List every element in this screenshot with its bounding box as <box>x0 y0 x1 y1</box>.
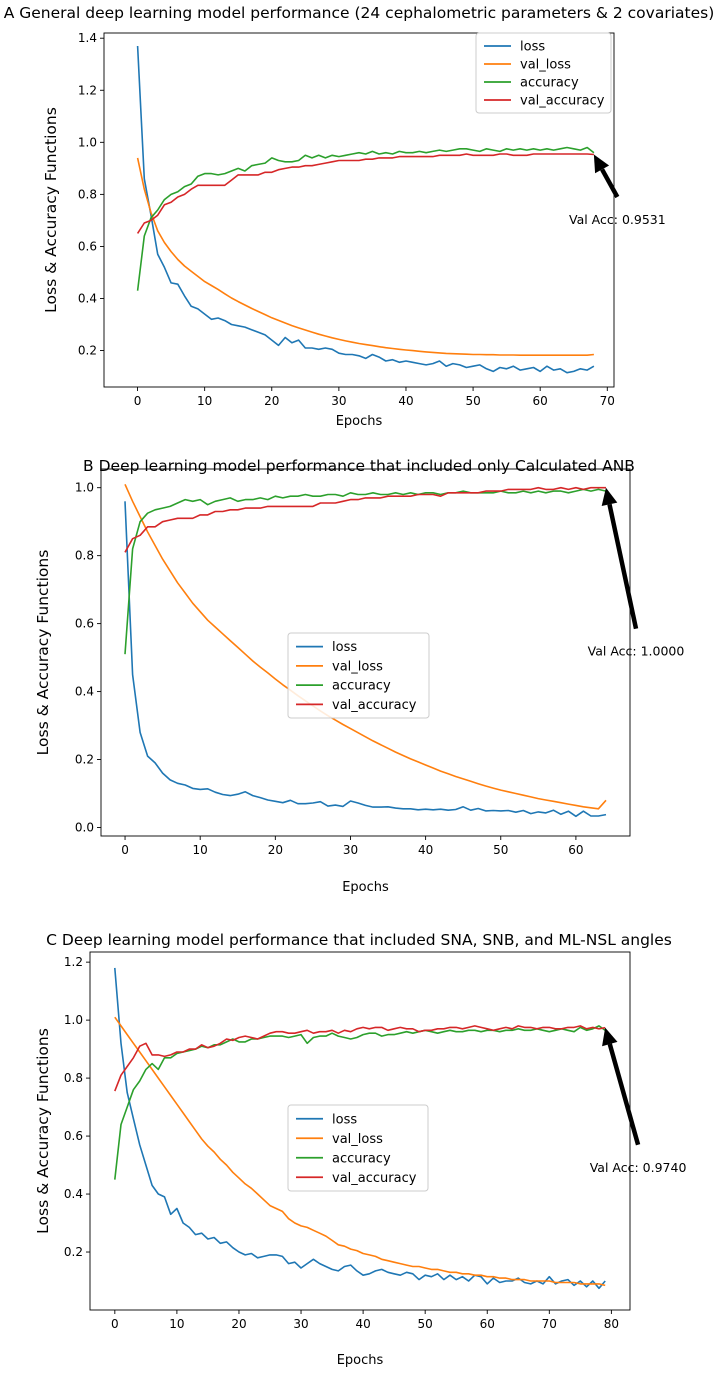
x-tick-label: 30 <box>343 843 358 857</box>
x-tick-label: 60 <box>480 1317 495 1331</box>
annotation-arrow-head <box>593 154 610 174</box>
legend-box <box>287 632 430 719</box>
y-tick-label: 0.6 <box>75 617 94 631</box>
chart-title: B Deep learning model performance that i… <box>83 457 635 475</box>
panel-b: B Deep learning model performance that i… <box>0 453 718 913</box>
legend-box <box>287 1104 429 1192</box>
x-tick-label: 20 <box>268 843 283 857</box>
chart-title: C Deep learning model performance that i… <box>46 931 672 949</box>
plot-frame <box>100 468 631 837</box>
x-tick-label: 20 <box>264 394 279 408</box>
y-tick-label: 1.4 <box>78 31 97 45</box>
y-axis-label: Loss & Accuracy Functions <box>42 107 60 313</box>
y-tick-label: 0.2 <box>78 344 97 358</box>
x-axis-label: Epochs <box>336 414 383 429</box>
legend-label-val_accuracy: val_accuracy <box>332 1171 417 1186</box>
series-line-val_accuracy <box>136 153 594 234</box>
plot-frame <box>89 951 631 1311</box>
y-tick-label: 0.8 <box>75 549 94 563</box>
annotation-arrow-head <box>601 487 618 506</box>
annotation-arrow-shaft <box>600 168 620 199</box>
series-line-val_accuracy <box>124 486 606 553</box>
plot-frame <box>103 32 615 388</box>
y-tick-label: 0.2 <box>75 753 94 767</box>
x-tick-label: 10 <box>197 394 212 408</box>
y-tick-label: 0.4 <box>64 1187 83 1201</box>
x-tick-label: 80 <box>604 1317 619 1331</box>
annotation-text: Val Acc: 0.9740 <box>590 1160 687 1175</box>
annotation-arrow-shaft <box>607 1043 641 1146</box>
y-tick-label: 0.6 <box>78 239 97 253</box>
series-line-loss <box>124 501 607 818</box>
x-tick-label: 50 <box>418 1317 433 1331</box>
x-tick-label: 50 <box>493 843 508 857</box>
y-tick-label: 1.0 <box>64 1013 83 1027</box>
x-tick-label: 30 <box>293 1317 308 1331</box>
annotation-arrow-shaft <box>607 503 639 630</box>
series-line-val_accuracy <box>114 1025 606 1092</box>
x-axis-label: Epochs <box>342 880 389 895</box>
chart-b-svg: 0 10 20 30 40 50 60 0.0 0.2 0.4 0.6 0.8 1.0 Epochs Los… <box>34 468 685 895</box>
y-axis-label: Loss & Accuracy Functions <box>34 1028 52 1234</box>
y-tick-label: 0.8 <box>78 187 97 201</box>
panel-a: A General deep learning model performanc… <box>0 0 718 440</box>
legend-label-loss: loss <box>520 40 545 55</box>
legend-label-val_accuracy: val_accuracy <box>332 698 417 713</box>
y-tick-label: 1.2 <box>64 955 83 969</box>
legend-label-val_loss: val_loss <box>332 1132 383 1147</box>
chart-a-svg: 0 10 20 30 40 50 60 70 0.2 0.4 0.6 0.8 1.0 1.2 1.4 Epoc… <box>42 31 666 429</box>
y-tick-label: 1.0 <box>78 135 97 149</box>
x-tick-label: 0 <box>134 394 142 408</box>
series-line-loss <box>136 45 595 374</box>
y-tick-label: 0.8 <box>64 1071 83 1085</box>
y-tick-label: 0.4 <box>78 292 97 306</box>
x-tick-label: 30 <box>331 394 346 408</box>
legend-label-val_accuracy: val_accuracy <box>520 94 605 109</box>
series-line-loss <box>114 967 606 1290</box>
series-line-val_loss <box>136 157 594 357</box>
x-tick-label: 50 <box>465 394 480 408</box>
x-tick-label: 10 <box>193 843 208 857</box>
x-tick-label: 40 <box>355 1317 370 1331</box>
series-line-val_loss <box>124 483 607 810</box>
x-tick-label: 60 <box>533 394 548 408</box>
y-tick-label: 0.6 <box>64 1129 83 1143</box>
x-tick-label: 70 <box>542 1317 557 1331</box>
panel-c: C Deep learning model performance that i… <box>0 927 718 1381</box>
legend-label-accuracy: accuracy <box>332 679 391 694</box>
legend-label-loss: loss <box>332 640 357 655</box>
y-tick-label: 0.0 <box>75 821 94 835</box>
legend-label-accuracy: accuracy <box>332 1151 391 1166</box>
legend: loss val_loss accuracy val_accuracy <box>475 32 612 114</box>
annotation-arrow-head <box>602 1027 618 1047</box>
y-tick-label: 1.2 <box>78 83 97 97</box>
x-axis-label: Epochs <box>337 1353 384 1368</box>
legend-box <box>475 32 612 114</box>
x-tick-label: 70 <box>600 394 615 408</box>
series-line-accuracy <box>136 146 595 291</box>
x-tick-label: 40 <box>418 843 433 857</box>
series-line-accuracy <box>124 488 607 655</box>
series-line-val_loss <box>114 1016 606 1287</box>
chart-title: A General deep learning model performanc… <box>3 4 715 22</box>
y-tick-label: 0.2 <box>64 1245 83 1259</box>
x-tick-label: 10 <box>169 1317 184 1331</box>
chart-c-svg: 0 10 20 30 40 50 60 70 80 0.2 0.4 0.6 0.8 1.0 1.2 Epoch… <box>34 951 687 1368</box>
legend-label-val_loss: val_loss <box>520 58 571 73</box>
x-tick-label: 0 <box>111 1317 119 1331</box>
x-tick-label: 20 <box>231 1317 246 1331</box>
legend-label-accuracy: accuracy <box>520 76 579 91</box>
y-tick-label: 1.0 <box>75 481 94 495</box>
legend: loss val_loss accuracy val_accuracy <box>287 632 430 719</box>
legend: loss val_loss accuracy val_accuracy <box>287 1104 429 1192</box>
annotation-text: Val Acc: 0.9531 <box>569 212 666 227</box>
y-axis-label: Loss & Accuracy Functions <box>34 550 52 756</box>
x-tick-label: 40 <box>398 394 413 408</box>
legend-label-val_loss: val_loss <box>332 659 383 674</box>
annotation-text: Val Acc: 1.0000 <box>588 644 685 659</box>
x-tick-label: 60 <box>568 843 583 857</box>
y-tick-label: 0.4 <box>75 685 94 699</box>
legend-label-loss: loss <box>332 1112 357 1127</box>
x-tick-label: 0 <box>121 843 129 857</box>
